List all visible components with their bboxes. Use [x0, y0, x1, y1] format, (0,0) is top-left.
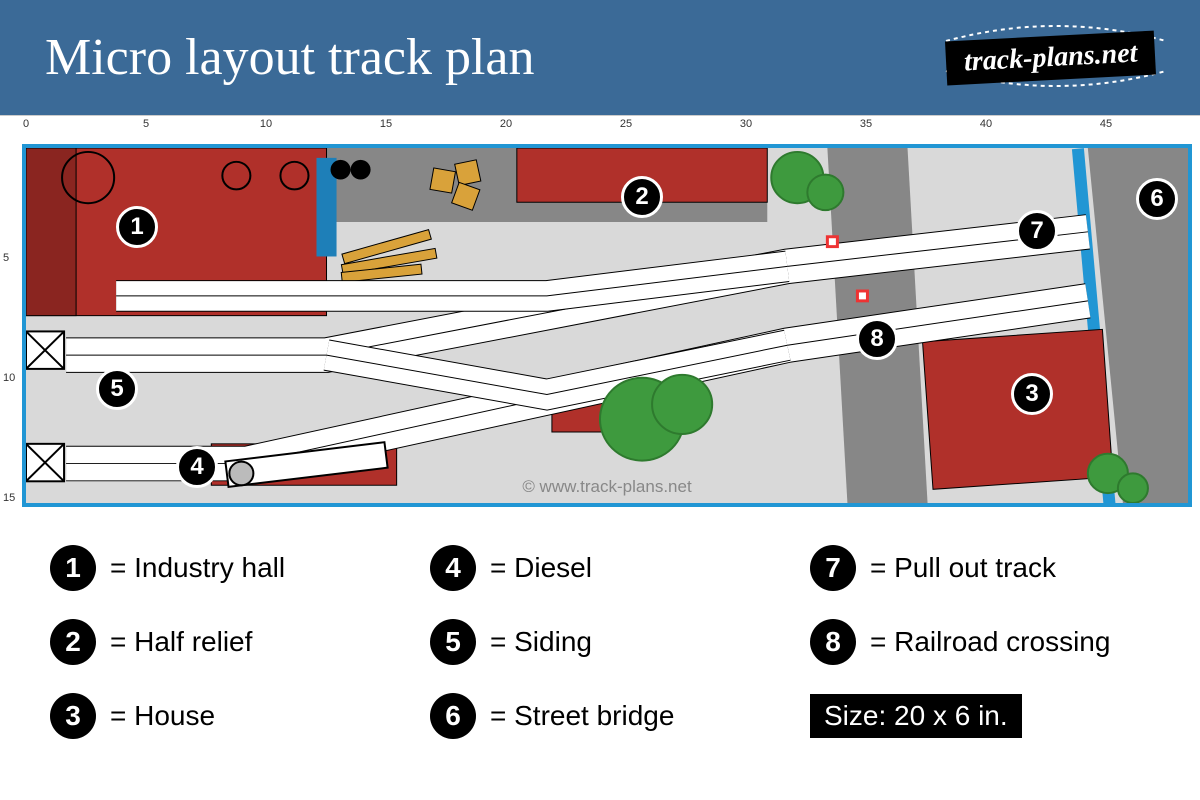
map-badge-6: 6: [1136, 178, 1178, 220]
ruler-h-tick: 0: [23, 118, 29, 130]
legend-badge: 5: [430, 619, 476, 665]
site-logo: track-plans.net: [946, 36, 1155, 80]
legend-label: = Pull out track: [870, 552, 1056, 584]
map-badge-7: 7: [1016, 210, 1058, 252]
ruler-v-tick: 15: [3, 492, 15, 504]
size-box: Size: 20 x 6 in.: [810, 694, 1022, 738]
legend-badge: 7: [810, 545, 856, 591]
ruler-h-tick: 20: [500, 118, 512, 130]
header: Micro layout track plan track-plans.net: [0, 0, 1200, 115]
legend-item-1: 1 = Industry hall: [50, 545, 390, 591]
ruler-h-tick: 45: [1100, 118, 1112, 130]
legend-badge: 3: [50, 693, 96, 739]
ruler-h-tick: 10: [260, 118, 272, 130]
track-plan: 1 2 3 45 6 7 8 © www.track-plans.net: [22, 144, 1192, 507]
map-badge-4: 4: [176, 446, 218, 488]
ruler-h-tick: 40: [980, 118, 992, 130]
diagram-area: 051015202530354045 51015 12345678 © www.…: [0, 115, 1200, 515]
legend-label: = House: [110, 700, 215, 732]
legend-label: = Street bridge: [490, 700, 674, 732]
ruler-h-tick: 35: [860, 118, 872, 130]
legend-item-5: 5 = Siding: [430, 619, 770, 665]
logo-text: track-plans.net: [945, 30, 1156, 85]
ruler-h-tick: 5: [143, 118, 149, 130]
legend-badge: 1: [50, 545, 96, 591]
page-title: Micro layout track plan: [45, 28, 535, 87]
legend-badge: 4: [430, 545, 476, 591]
ruler-v-tick: 5: [3, 252, 9, 264]
legend-label: = Siding: [490, 626, 592, 658]
legend-badge: 2: [50, 619, 96, 665]
legend-badge: 6: [430, 693, 476, 739]
legend-item-3: 3 = House: [50, 693, 390, 739]
ruler-v-tick: 10: [3, 372, 15, 384]
ruler-h-tick: 25: [620, 118, 632, 130]
legend-item-6: 6 = Street bridge: [430, 693, 770, 739]
map-badge-2: 2: [621, 176, 663, 218]
map-badge-1: 1: [116, 206, 158, 248]
legend-item-4: 4 = Diesel: [430, 545, 770, 591]
legend-label: = Diesel: [490, 552, 592, 584]
ruler-horizontal: 0 5 10 15 20 25 30 35 40 45: [20, 116, 1200, 138]
legend-label: = Railroad crossing: [870, 626, 1110, 658]
ruler-vertical: 5 10 15: [0, 138, 20, 515]
map-badge-5: 5: [96, 368, 138, 410]
ruler-h-tick: 30: [740, 118, 752, 130]
legend-badge: 8: [810, 619, 856, 665]
legend-size: Size: 20 x 6 in.: [810, 693, 1150, 739]
ruler-h-tick: 15: [380, 118, 392, 130]
legend-label: = Industry hall: [110, 552, 285, 584]
legend-item-7: 7 = Pull out track: [810, 545, 1150, 591]
map-badge-8: 8: [856, 318, 898, 360]
legend: 1 = Industry hall 4 = Diesel 7 = Pull out tra…: [0, 515, 1200, 759]
copyright-text: © www.track-plans.net: [522, 477, 691, 497]
map-badge-3: 3: [1011, 373, 1053, 415]
legend-item-2: 2 = Half relief: [50, 619, 390, 665]
legend-item-8: 8 = Railroad crossing: [810, 619, 1150, 665]
legend-label: = Half relief: [110, 626, 252, 658]
